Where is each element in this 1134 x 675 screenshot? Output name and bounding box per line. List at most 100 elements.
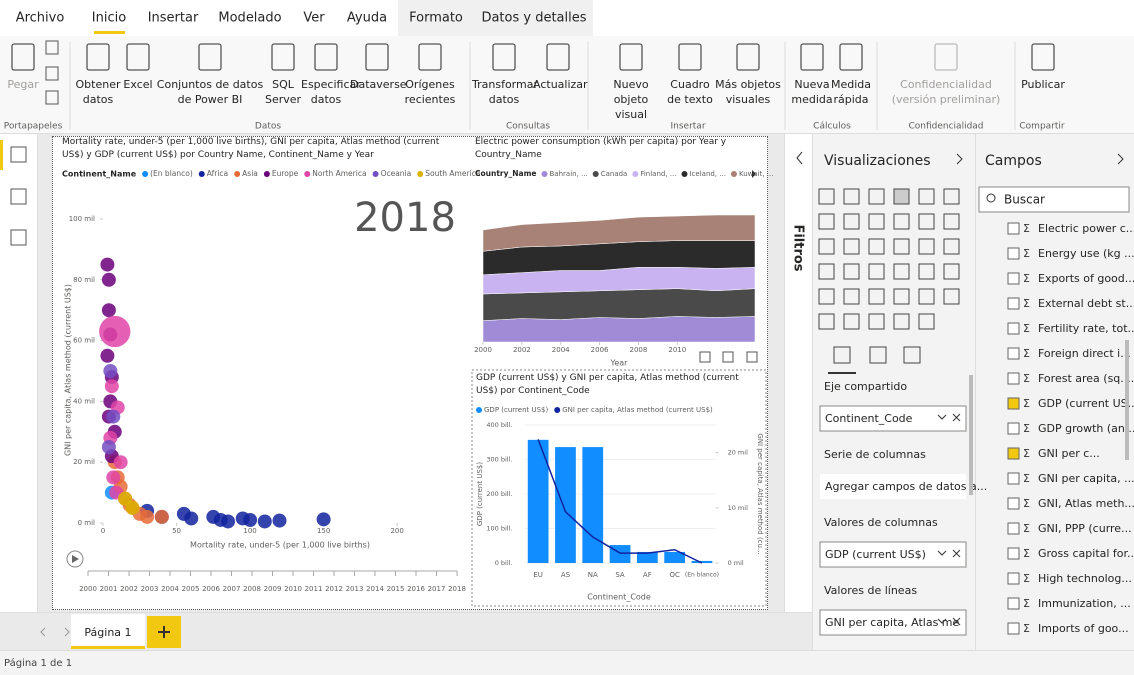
ribbon-button[interactable]: Medida rápida xyxy=(830,78,872,106)
visual-icon[interactable] xyxy=(893,263,910,280)
visual-icon[interactable] xyxy=(943,188,960,205)
bar[interactable] xyxy=(636,551,658,563)
visual-icon[interactable] xyxy=(893,313,910,330)
visual-icon[interactable] xyxy=(843,288,860,305)
field-checkbox[interactable] xyxy=(1007,397,1020,410)
visual-icon[interactable] xyxy=(843,263,860,280)
visual-icon[interactable] xyxy=(843,238,860,255)
visual-icon[interactable] xyxy=(868,288,885,305)
visual-icon[interactable] xyxy=(818,213,835,230)
visual-icon[interactable] xyxy=(943,288,960,305)
bubble[interactable] xyxy=(104,379,119,394)
field-checkbox[interactable] xyxy=(1007,272,1020,285)
bubble[interactable] xyxy=(221,514,236,529)
bar[interactable] xyxy=(582,447,604,563)
bubble[interactable] xyxy=(206,509,221,524)
pane-arrow[interactable] xyxy=(1117,153,1124,165)
field-checkbox[interactable] xyxy=(1007,347,1020,360)
field-name[interactable]: External debt st... xyxy=(1038,297,1134,310)
field-checkbox[interactable] xyxy=(1007,622,1020,635)
collapse-arrow[interactable] xyxy=(796,151,803,165)
bubble[interactable] xyxy=(100,348,115,363)
field-name[interactable]: GNI, Atlas meth... xyxy=(1038,497,1134,510)
bubble[interactable] xyxy=(106,470,121,485)
filters-pane[interactable] xyxy=(784,134,813,612)
legend-scroll[interactable] xyxy=(752,170,756,178)
bubble[interactable] xyxy=(113,455,128,470)
remove-field[interactable] xyxy=(937,617,961,626)
field-checkbox[interactable] xyxy=(1007,547,1020,560)
field-checkbox[interactable] xyxy=(1007,522,1020,535)
field-name[interactable]: GNI per c... xyxy=(1038,447,1100,460)
filters-title[interactable]: Filtros xyxy=(791,224,806,271)
field-name[interactable]: Energy use (kg ... xyxy=(1038,247,1134,260)
bubble[interactable] xyxy=(154,509,169,524)
bar[interactable] xyxy=(691,560,713,563)
ribbon-button[interactable]: Más objetos visuales xyxy=(715,78,781,106)
visual-icon[interactable] xyxy=(918,213,935,230)
ribbon-button[interactable]: Especificar datos xyxy=(301,78,361,106)
ribbon-button[interactable]: Conjuntos de datos de Power BI xyxy=(156,78,264,106)
field-name[interactable]: Fertility rate, tot... xyxy=(1038,322,1134,335)
bubble[interactable] xyxy=(176,506,191,521)
visual-icon[interactable] xyxy=(893,288,910,305)
menu-tab[interactable]: Formato xyxy=(409,11,463,26)
bubble[interactable] xyxy=(101,303,116,318)
visual-icon[interactable] xyxy=(943,213,960,230)
field-checkbox[interactable] xyxy=(1007,247,1020,260)
visual-icon[interactable] xyxy=(943,238,960,255)
ribbon-button[interactable]: Nuevo objeto visual xyxy=(613,78,649,121)
ribbon-band[interactable] xyxy=(482,316,756,343)
bar[interactable] xyxy=(527,439,549,563)
ribbon-button[interactable]: Cuadro de texto xyxy=(667,78,713,106)
ribbon-button[interactable]: Publicar xyxy=(1021,78,1065,91)
clipboard-icon[interactable] xyxy=(45,40,59,55)
visual-icon[interactable] xyxy=(843,188,860,205)
visual-icon[interactable] xyxy=(918,238,935,255)
ribbon-button[interactable]: Excel xyxy=(123,78,153,91)
field-name[interactable]: GNI, PPP (curre... xyxy=(1038,522,1132,535)
visual-icon[interactable] xyxy=(918,188,935,205)
visual-icon[interactable] xyxy=(818,313,835,330)
ribbon-button[interactable]: Obtener datos xyxy=(75,78,121,106)
pane-arrow[interactable] xyxy=(956,153,963,165)
field-name[interactable]: GDP growth (an... xyxy=(1038,422,1134,435)
visual-icon[interactable] xyxy=(868,188,885,205)
field-name[interactable]: Immunization, ... xyxy=(1038,597,1131,610)
well-box[interactable] xyxy=(820,474,966,499)
bubble[interactable] xyxy=(106,409,121,424)
bubble[interactable] xyxy=(235,511,250,526)
bar[interactable] xyxy=(555,447,576,563)
visual-icon[interactable] xyxy=(868,213,885,230)
visual-icon[interactable] xyxy=(868,263,885,280)
bubble[interactable] xyxy=(99,315,131,348)
field-name[interactable]: High technolog... xyxy=(1038,572,1132,585)
field-name[interactable]: Forest area (sq. ... xyxy=(1038,372,1134,385)
bubble[interactable] xyxy=(125,500,140,515)
field-name[interactable]: Electric power c... xyxy=(1038,222,1134,235)
field-name[interactable]: GDP (current US... xyxy=(1038,397,1134,410)
ribbon-button[interactable]: Orígenes recientes xyxy=(404,78,456,106)
visual-icon[interactable] xyxy=(843,213,860,230)
visual-icon[interactable] xyxy=(918,263,935,280)
menu-tab[interactable]: Insertar xyxy=(148,11,199,26)
visual-icon[interactable] xyxy=(818,188,835,205)
remove-field[interactable] xyxy=(937,413,961,422)
visual-icon[interactable] xyxy=(843,313,860,330)
paint-tab[interactable] xyxy=(869,346,887,364)
bubble[interactable] xyxy=(257,514,272,529)
visual-icon[interactable] xyxy=(868,238,885,255)
visual-icon[interactable] xyxy=(818,288,835,305)
field-checkbox[interactable] xyxy=(1007,297,1020,310)
ribbon-button[interactable]: Transformar datos xyxy=(472,78,538,106)
nav-icon[interactable] xyxy=(10,188,27,205)
search-box[interactable] xyxy=(978,186,1130,213)
visual-icon[interactable] xyxy=(818,238,835,255)
field-checkbox[interactable] xyxy=(1007,572,1020,585)
visual-icon[interactable] xyxy=(918,288,935,305)
bar[interactable] xyxy=(664,551,686,563)
field-checkbox[interactable] xyxy=(1007,322,1020,335)
page-tab-label[interactable]: Página 1 xyxy=(84,626,131,639)
focus-icon[interactable] xyxy=(722,351,734,363)
clipboard-icon[interactable] xyxy=(45,90,59,105)
